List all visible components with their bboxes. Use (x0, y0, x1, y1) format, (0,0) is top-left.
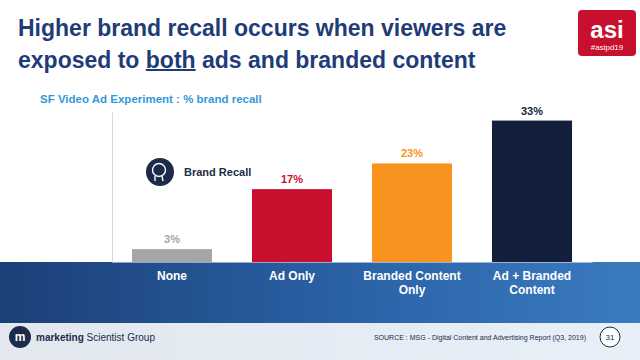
y-axis-line (112, 113, 113, 263)
logo-text: asi (590, 16, 623, 43)
footer-brand-part: marketing (36, 332, 84, 343)
footer-mark: m (15, 330, 26, 344)
annotation: Brand Recall (146, 158, 251, 186)
subtitle: SF Video Ad Experiment : % brand recall (40, 93, 262, 105)
x-tick-label: Branded ContentOnly (363, 269, 460, 297)
x-tick-label-line: Ad Only (269, 269, 315, 283)
x-tick: Ad Only (269, 262, 315, 283)
data-label: 3% (164, 233, 180, 245)
background-band (0, 262, 640, 360)
logo-hashtag: #asipd19 (591, 43, 624, 52)
x-tick-label: Ad Only (269, 269, 315, 283)
title: Higher brand recall occurs when viewers … (18, 12, 588, 76)
footer-mark-circle (9, 326, 31, 348)
annotation-icon-neck (155, 176, 163, 181)
x-tick-label-line: None (157, 269, 187, 283)
bar (252, 189, 332, 262)
x-tick-label: None (157, 269, 187, 283)
x-tick: Branded ContentOnly (363, 262, 460, 297)
footer: m marketing Scientist Group SOURCE : MSG -… (9, 326, 620, 348)
data-labels: 3% 17% 23% 33% (164, 105, 543, 246)
annotation-icon (146, 158, 174, 186)
footer-brand: marketing Scientist Group (36, 332, 155, 343)
data-label: 17% (281, 173, 303, 185)
bar (132, 249, 212, 262)
page: Higher brand recall occurs when viewers … (0, 0, 640, 360)
data-label: 23% (401, 147, 423, 159)
x-tick-label-line: Only (399, 283, 426, 297)
bar (372, 163, 452, 262)
annotation-icon-head (153, 164, 166, 177)
page-number-circle (600, 327, 620, 347)
logo: asi#asipd19 (578, 10, 636, 56)
page-number: 31 (606, 333, 615, 342)
bar (492, 121, 572, 262)
logo-box (578, 10, 636, 56)
x-tick-label-line: Content (509, 283, 554, 297)
bars (132, 121, 572, 262)
data-label: 33% (521, 105, 543, 117)
x-tick-label-line: Branded Content (363, 269, 460, 283)
title-part: both (146, 47, 196, 73)
x-tick: Ad + BrandedContent (493, 262, 571, 297)
x-tick: None (157, 262, 187, 283)
x-axis-line (113, 262, 593, 263)
chart: SF Video Ad Experiment : % brand recall3… (0, 0, 640, 360)
x-tick-label-line: Ad + Branded (493, 269, 571, 283)
footer-strip (0, 323, 640, 360)
annotation-text: Brand Recall (184, 166, 251, 178)
source: SOURCE : MSG - Digital Content and Adver… (374, 334, 586, 342)
title-part: ads and branded content (196, 47, 476, 73)
x-axis: None Ad Only Branded ContentOnly Ad + Brand… (113, 262, 593, 297)
x-tick-label: Ad + BrandedContent (493, 269, 571, 297)
y-axis (112, 113, 113, 263)
footer-brand-part: Scientist Group (84, 332, 156, 343)
